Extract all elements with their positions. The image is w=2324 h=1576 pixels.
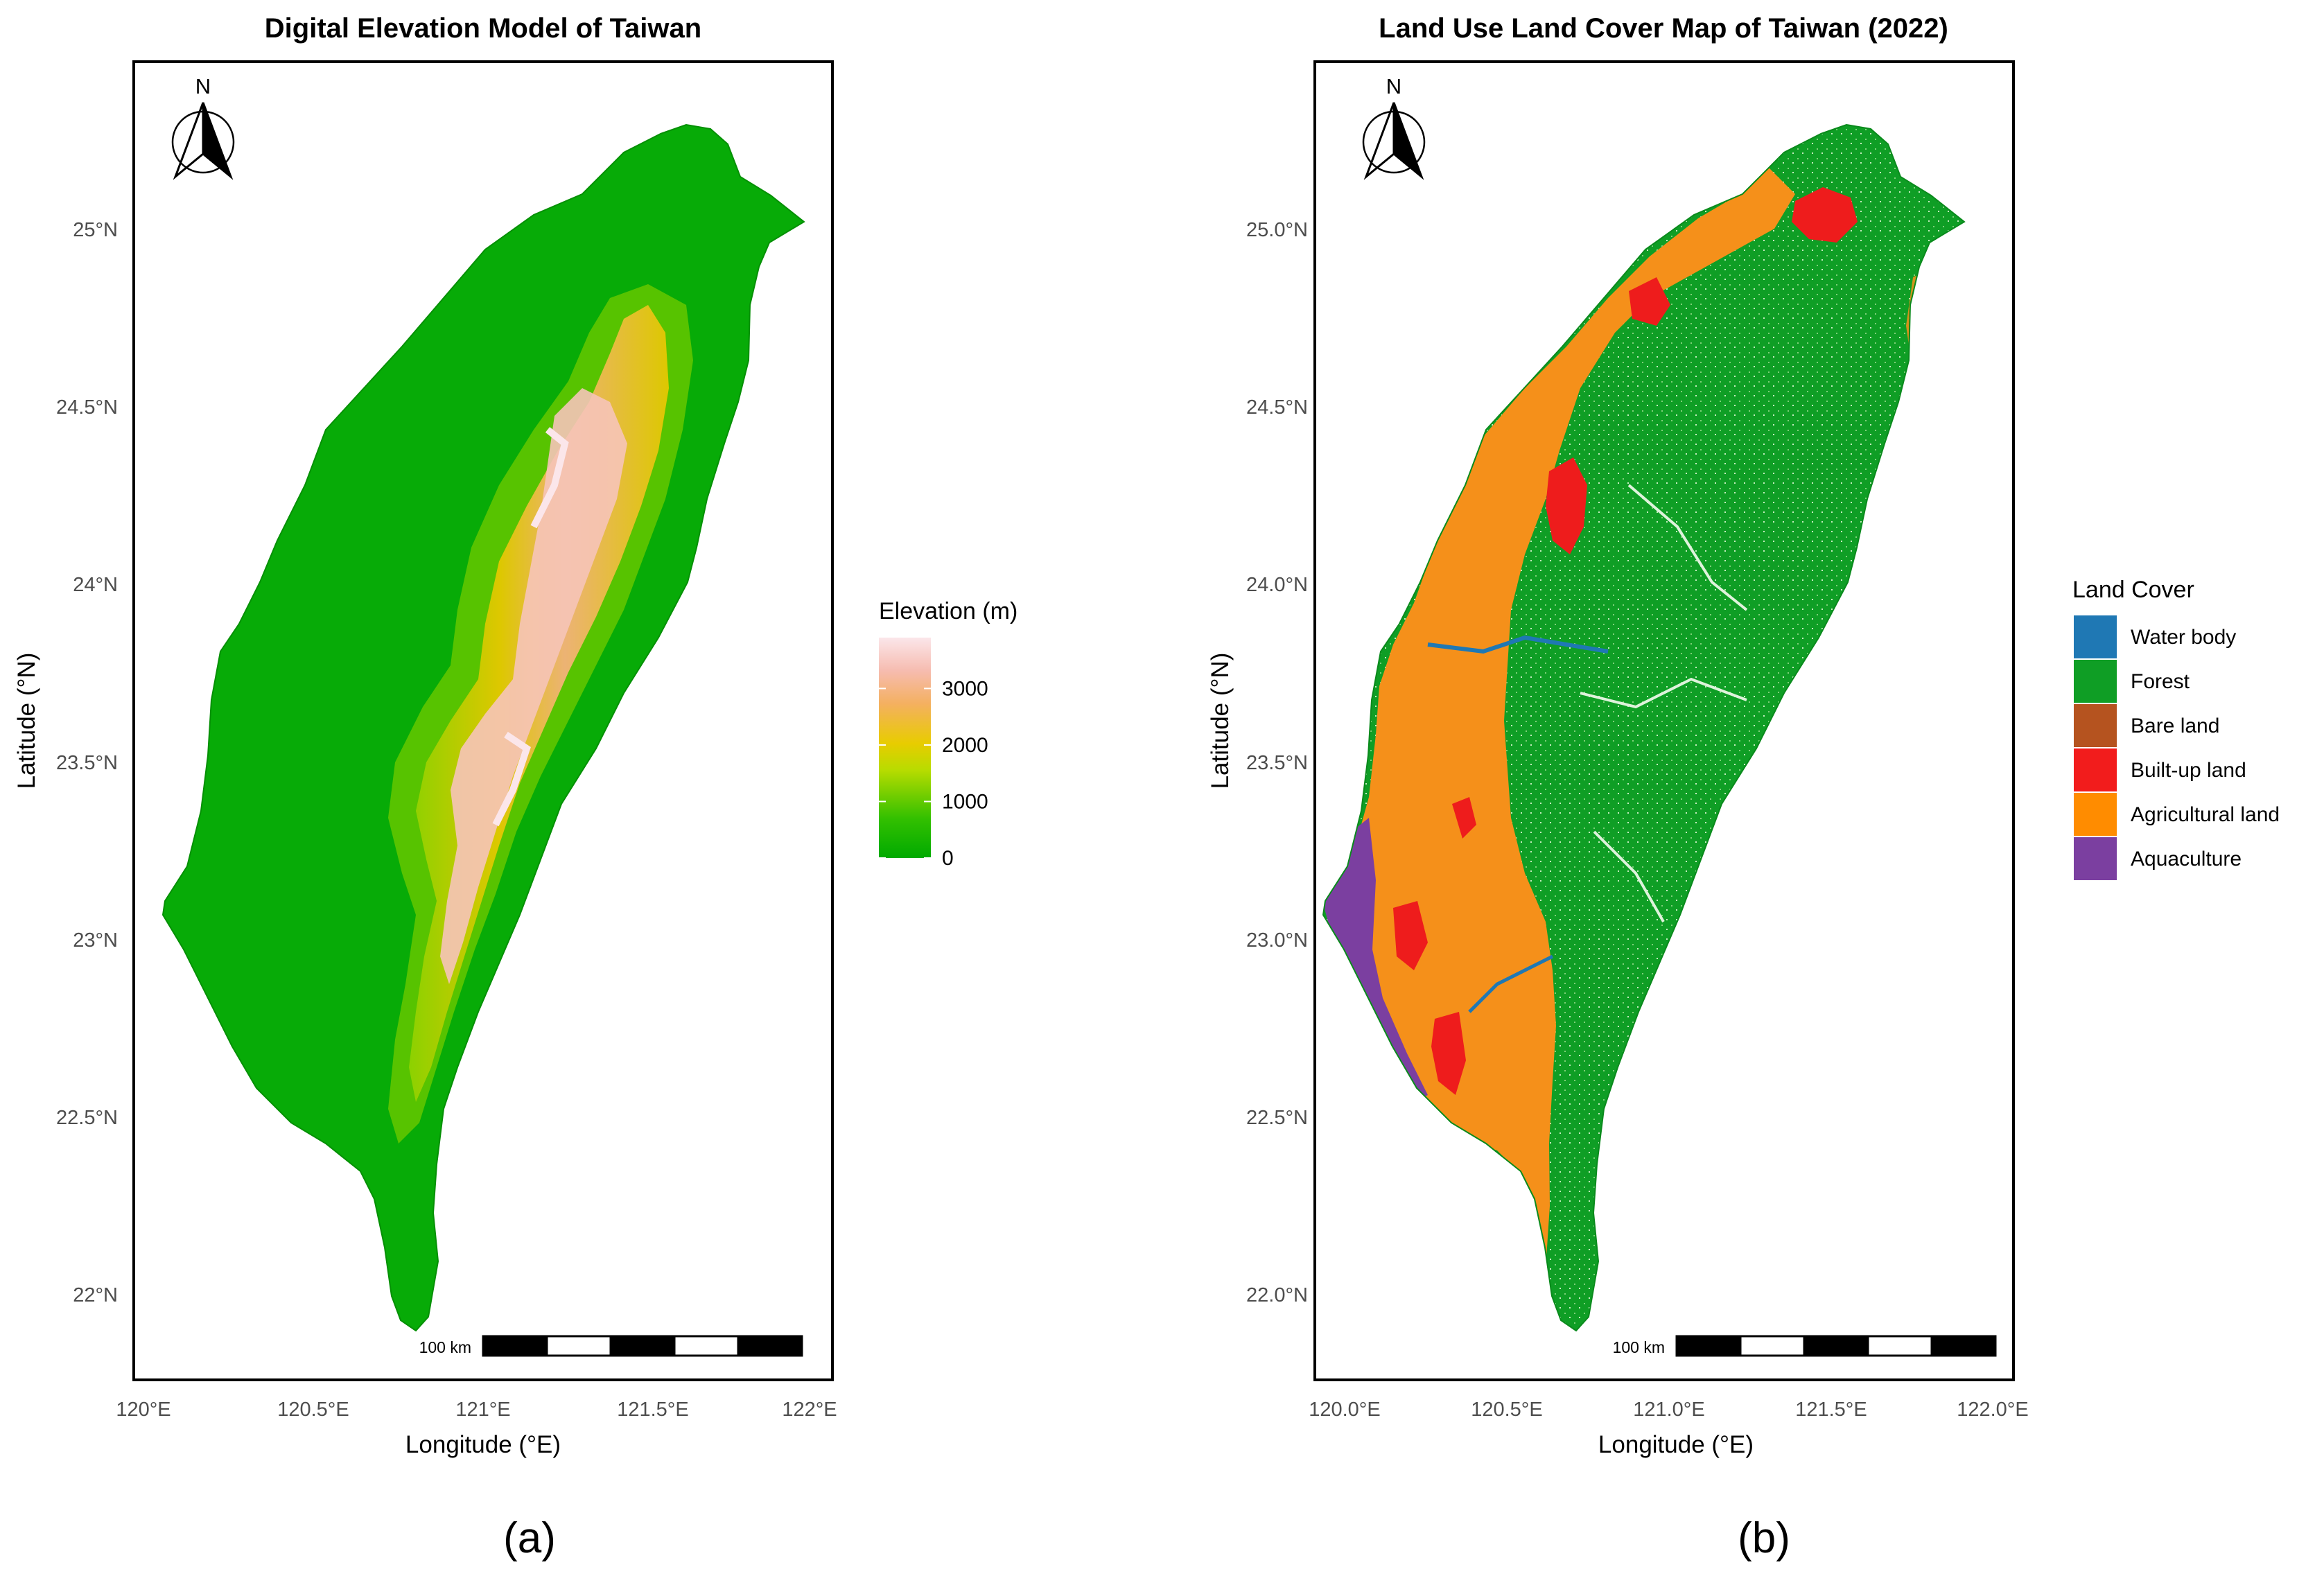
legend-label: Built-up land [2131,759,2246,782]
colorbar-ticks: 3000 2000 1000 0 [879,677,988,870]
y-tick: 24.0°N [1246,574,1308,596]
panel-a-y-axis: 22°N 22.5°N 23°N 23.5°N 24°N 24.5°N 25°N… [13,219,118,1306]
colorbar-tick-label: 3000 [942,677,988,700]
x-tick: 121.5°E [617,1399,689,1421]
x-axis-label: Longitude (°E) [405,1431,561,1458]
x-axis-label: Longitude (°E) [1598,1431,1754,1458]
panel-a-legend: Elevation (m) 3000 2000 1000 0 [879,598,1017,870]
y-axis-label: Latitude (°N) [1207,653,1234,789]
y-tick: 24°N [73,574,118,596]
y-tick: 25°N [73,219,118,241]
builtup-hsinchu [1629,277,1670,326]
panel-b-caption: (b) [1738,1514,1790,1562]
colorbar-tick-label: 0 [942,847,954,870]
x-tick: 121.0°E [1633,1399,1705,1421]
legend-swatch [2074,615,2117,658]
legend-title: Elevation (m) [879,598,1017,624]
x-tick: 120.5°E [1471,1399,1543,1421]
panel-b-x-axis: 120.0°E 120.5°E 121.0°E 121.5°E 122.0°E … [1309,1399,2029,1458]
x-tick: 120.0°E [1309,1399,1381,1421]
legend-label: Aquaculture [2131,848,2242,870]
y-tick: 23.5°N [1246,752,1308,774]
builtup-chiayi [1452,797,1476,839]
panel-a-scalebar: 100 km [419,1335,803,1357]
panel-b: Land Use Land Cover Map of Taiwan (2022) [1207,13,2280,1562]
legend-label: Agricultural land [2131,803,2280,826]
panel-b-north-arrow: N [1362,74,1426,180]
x-tick: 122°E [782,1399,837,1421]
legend-label: Bare land [2131,715,2219,737]
y-tick: 22.5°N [1246,1107,1308,1129]
river-gaoping [1468,954,1554,1013]
y-tick: 22.0°N [1246,1284,1308,1306]
panel-a-x-axis: 120°E 120.5°E 121°E 121.5°E 122°E Longit… [116,1399,837,1458]
x-tick: 121°E [455,1399,510,1421]
y-tick: 24.5°N [56,396,118,419]
river-zhuoshui [1427,635,1609,654]
elevation-colorbar [879,638,931,858]
y-tick: 23°N [73,929,118,952]
agricultural-west-plain [1331,159,1795,1268]
x-tick: 121.5°E [1795,1399,1867,1421]
north-arrow-label: N [1386,74,1401,98]
legend-swatch [2074,748,2117,791]
builtup-tainan [1393,901,1428,970]
legend-swatch [2074,793,2117,836]
scalebar-label: 100 km [1613,1338,1665,1356]
panel-a-title: Digital Elevation Model of Taiwan [265,13,701,44]
legend-swatch [2074,704,2117,747]
y-tick: 24.5°N [1246,396,1308,419]
builtup-kaohsiung [1431,1012,1466,1095]
y-tick: 25.0°N [1246,219,1308,241]
legend-label: Forest [2131,670,2190,693]
legend-swatch [2074,837,2117,880]
panel-b-y-axis: 22.0°N 22.5°N 23.0°N 23.5°N 24.0°N 24.5°… [1207,219,1308,1306]
y-tick: 22.5°N [56,1107,118,1129]
x-tick: 120.5°E [277,1399,349,1421]
y-axis-label: Latitude (°N) [13,653,40,789]
panel-b-scalebar: 100 km [1613,1335,1997,1357]
x-tick: 122.0°E [1957,1399,2029,1421]
builtup-taichung [1546,457,1587,554]
panel-a-elevation-raster [162,124,805,1331]
landcover-legend-items: Water body Forest Bare land Built-up land Ag… [2074,615,2280,880]
scalebar-label: 100 km [419,1338,471,1356]
panel-a: Digital Elevation Model of Taiwan N 100 … [13,13,1017,1562]
central-range-peaks [440,388,627,984]
panel-b-title: Land Use Land Cover Map of Taiwan (2022) [1379,13,1948,44]
legend-title: Land Cover [2072,577,2194,603]
legend-swatch [2074,660,2117,703]
y-tick: 22°N [73,1284,118,1306]
colorbar-tick-label: 1000 [942,790,988,813]
y-tick: 23.5°N [56,752,118,774]
panel-a-north-arrow: N [171,74,235,180]
panel-a-caption: (a) [503,1514,556,1562]
panel-b-legend: Land Cover Water body Forest Bare land Buil… [2072,577,2280,880]
builtup-taipei [1792,187,1858,243]
y-tick: 23.0°N [1246,929,1308,952]
aquaculture-coast [1323,818,1428,1102]
colorbar-tick-label: 2000 [942,734,988,757]
x-tick: 120°E [116,1399,171,1421]
north-arrow-label: N [195,74,211,98]
legend-label: Water body [2131,626,2236,649]
